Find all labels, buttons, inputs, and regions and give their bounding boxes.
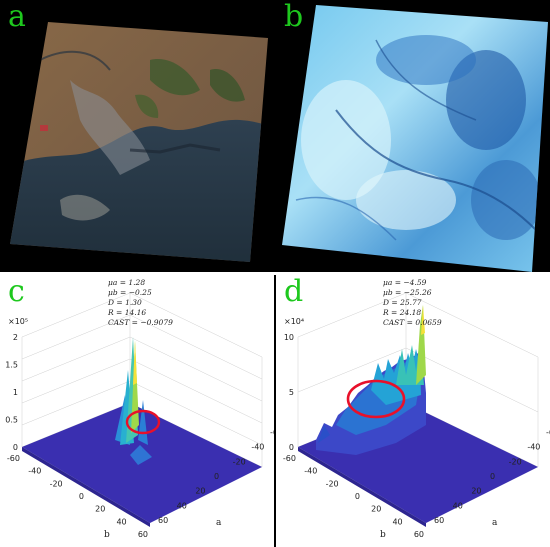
a-tick-label: -60 <box>270 428 274 437</box>
z-tick-label: 0 <box>289 443 294 452</box>
a-tick-label: -60 <box>546 428 550 437</box>
a-tick-label: 40 <box>453 501 463 510</box>
stat-line: R = 24.18 <box>383 308 422 317</box>
z-tick-label: 10 <box>284 333 294 342</box>
b-tick-label: -20 <box>50 479 63 488</box>
a-axis-label-d: a <box>492 518 498 528</box>
stat-line: R = 14.16 <box>108 308 147 317</box>
a-tick-label: 60 <box>434 516 444 525</box>
z-tick-label: 1 <box>13 388 18 397</box>
b-tick-label: -60 <box>7 454 20 463</box>
z-scale-c: ×10⁵ <box>8 317 28 326</box>
a-tick-label: 20 <box>471 487 481 496</box>
histogram-ridge-d <box>316 305 426 455</box>
a-tick-label: 60 <box>158 516 168 525</box>
b-tick-label: 60 <box>138 530 148 539</box>
a-tick-label: 40 <box>177 501 187 510</box>
z-scale-d: ×10⁴ <box>284 317 304 326</box>
a-tick-label: 0 <box>490 472 495 481</box>
panel-letter-b: b <box>284 0 304 34</box>
b-tick-label: -20 <box>326 479 339 488</box>
z-tick-label: 5 <box>289 388 294 397</box>
z-tick-label: 0.5 <box>5 416 18 425</box>
b-tick-label: 40 <box>392 517 402 526</box>
b-tick-label: 0 <box>79 492 84 501</box>
stat-line: μb = −25.26 <box>383 288 432 297</box>
stat-line: CAST = 0.0659 <box>383 318 442 327</box>
stat-line: D = 1.30 <box>108 298 142 307</box>
stat-line: μa = −4.59 <box>383 278 427 287</box>
panel-a-satellite-image: a <box>0 0 274 272</box>
panel-letter-c: c <box>8 275 25 309</box>
stat-line: μb = −0.25 <box>108 288 152 297</box>
a-tick-label: 0 <box>214 472 219 481</box>
surface-floor-c <box>22 403 262 523</box>
a-tick-label: -20 <box>509 457 522 466</box>
satellite-image-a <box>10 22 268 262</box>
false-color-image-b <box>282 5 548 272</box>
a-tick-label: -40 <box>527 443 540 452</box>
stats-d: μa = −4.59 μb = −25.26 D = 25.77 R = 24.… <box>383 278 442 328</box>
b-tick-label: -40 <box>28 467 41 476</box>
panel-d-3d-histogram: 10 5 0 -60 -40 -20 0 20 40 60 -60 -40 -20 0 20 40 60 ×… <box>276 275 550 547</box>
a-tick-label: -40 <box>251 443 264 452</box>
panel-c-3d-histogram: 2 1.5 1 0.5 0 -60 -40 -20 0 20 40 60 -60 -40 -20 0 20 4… <box>0 275 274 547</box>
b-axis-label-c: b <box>104 530 110 540</box>
b-tick-label: -40 <box>304 467 317 476</box>
z-tick-label: 0 <box>13 443 18 452</box>
b-tick-label: 20 <box>95 505 105 514</box>
surface-plot-c: 2 1.5 1 0.5 0 -60 -40 -20 0 20 40 60 -60 -40 -20 0 20 4… <box>5 292 274 540</box>
stats-c: μa = 1.28 μb = −0.25 D = 1.30 R = 14.16 … <box>108 278 173 328</box>
cast-ring-d <box>346 379 406 419</box>
a-tick-label: 20 <box>195 487 205 496</box>
b-tick-label: -60 <box>283 454 296 463</box>
b-tick-label: 40 <box>116 517 126 526</box>
b-tick-label: 60 <box>414 530 424 539</box>
a-tick-label: -20 <box>233 457 246 466</box>
horizontal-divider <box>0 272 550 275</box>
b-tick-label: 0 <box>355 492 360 501</box>
panel-b-false-color-image: b <box>276 0 550 272</box>
stat-line: CAST = −0.9079 <box>108 318 173 327</box>
b-axis-label-d: b <box>380 530 386 540</box>
stat-line: μa = 1.28 <box>108 278 146 287</box>
panel-letter-d: d <box>284 275 304 309</box>
z-tick-label: 2 <box>13 333 18 342</box>
a-axis-label-c: a <box>216 518 222 528</box>
surface-plot-d: 10 5 0 -60 -40 -20 0 20 40 60 -60 -40 -20 0 20 40 60 ×… <box>283 292 550 540</box>
z-tick-label: 1.5 <box>5 361 18 370</box>
panel-letter-a: a <box>8 0 26 34</box>
stat-line: D = 25.77 <box>383 298 422 307</box>
b-tick-label: 20 <box>371 505 381 514</box>
cast-ring-c <box>125 409 161 435</box>
